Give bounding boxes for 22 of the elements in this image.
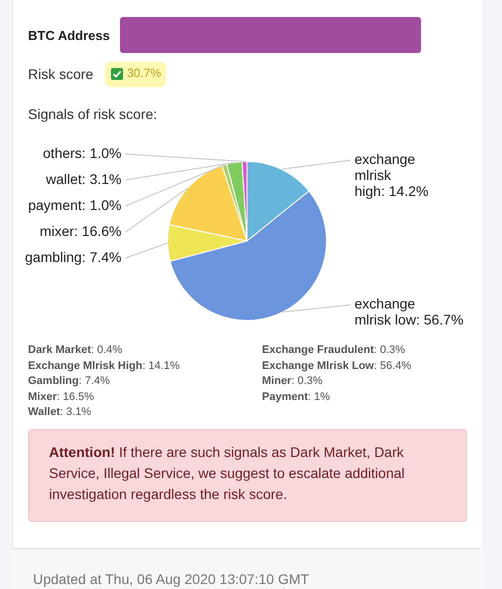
- text: Exchange Mlrisk Low: 56.4%: [262, 358, 412, 374]
- text: 30.7%: [127, 66, 162, 80]
- slice-label: exchange mlrisk low: 56.7%: [354, 296, 464, 328]
- text: Dark Market: 0.4%: [28, 343, 124, 358]
- slice-label: gambling: 7.4%: [24, 248, 122, 265]
- chart-title: Signals of risk score:: [28, 106, 158, 122]
- slice-label: mixer: 16.6%: [40, 222, 122, 239]
- slice-label: exchange mlrisk high: 14.2%: [354, 151, 428, 200]
- text: Risk score: [28, 66, 94, 82]
- slice-label: wallet: 3.1%: [45, 170, 122, 187]
- text: Mixer: 16.5%: [28, 390, 96, 404]
- text: Miner: 0.3%: [262, 374, 324, 389]
- text: BTC Address: [28, 28, 110, 43]
- text: Exchange Fraudulent: 0.3%: [262, 343, 406, 358]
- slice-label: others: 1.0%: [42, 144, 122, 161]
- text: Wallet: 3.1%: [28, 405, 92, 420]
- text: Exchange Mlrisk High: 14.1%: [28, 358, 181, 374]
- text: Updated at Thu, 06 Aug 2020 13:07:10 GMT: [33, 571, 310, 587]
- text: Gambling: 7.4%: [28, 374, 111, 389]
- text: Attention! If there are such signals as Dark Market, Dark Service, Illegal Service, we suggest to escalate additional investigation regardless the risk score.: [28, 429, 467, 522]
- text: Payment: 1%: [262, 390, 331, 404]
- slice-label: payment: 1.0%: [28, 196, 122, 213]
